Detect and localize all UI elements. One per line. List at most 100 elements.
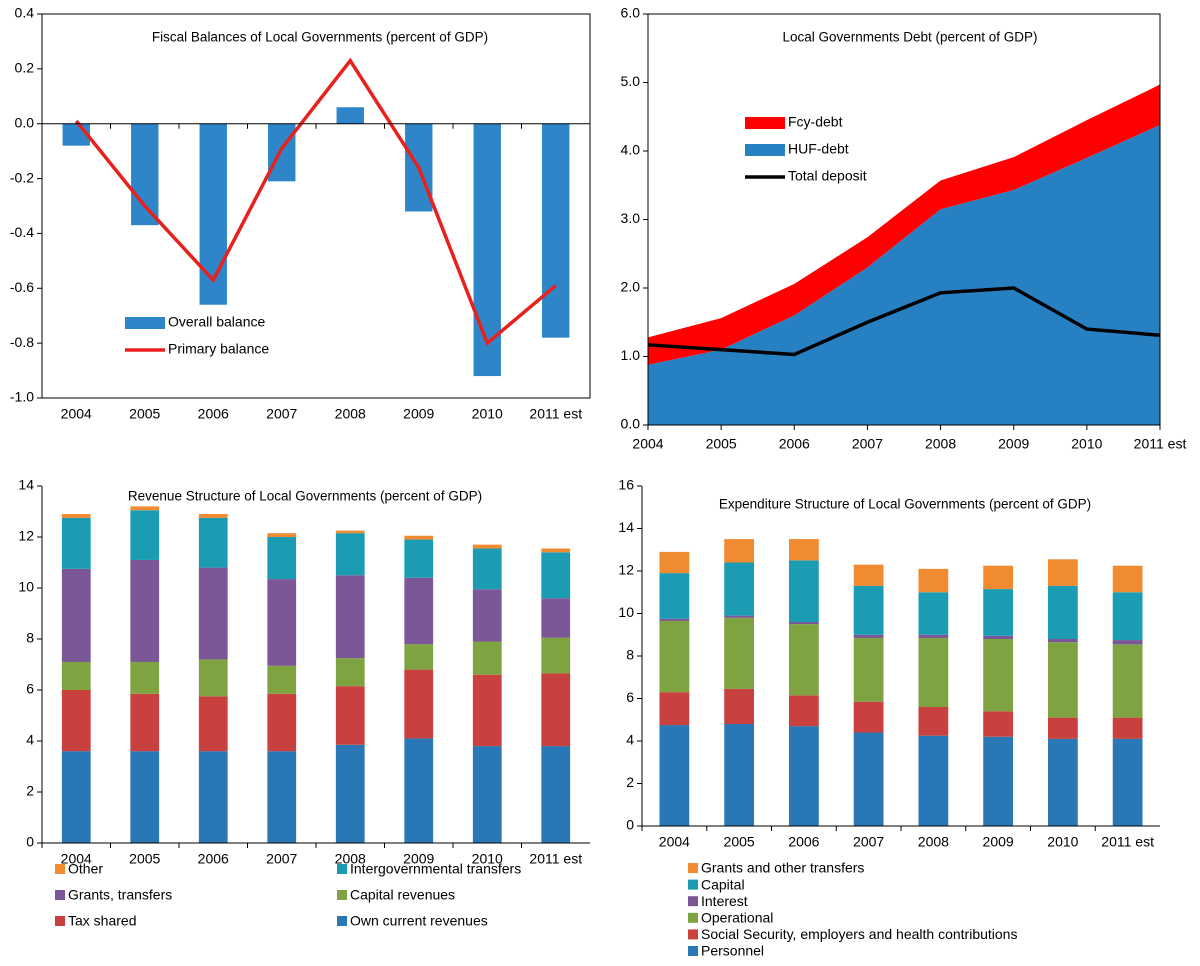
bar-segment [130,751,160,843]
bar-segment [853,585,884,635]
bar-segment [267,533,297,537]
bar-segment [198,659,228,697]
bar-segment [788,726,819,826]
y-tick-label: -1.0 [10,389,34,405]
bar-segment [788,539,819,561]
x-tick-label: 2009 [983,834,1014,850]
bar-segment [267,579,297,666]
y-tick-label: 14 [18,477,34,493]
bar-segment [404,539,434,578]
legend-label: HUF-debt [788,141,849,157]
bar-segment [659,573,690,619]
bar-segment [335,533,365,576]
legend-label: Grants and other transfers [701,860,864,876]
legend-label: Capital [701,876,745,892]
bar-segment [472,746,502,843]
y-tick-label: -0.6 [10,279,34,295]
x-tick-label: 2005 [129,851,160,867]
y-tick-label: -0.8 [10,334,34,350]
bar [199,123,227,305]
bar-segment [853,732,884,826]
plot-frame [41,13,591,399]
legend-swatch [688,896,698,907]
bar-segment [130,506,160,511]
bar-segment [61,514,91,518]
bar-segment [198,751,228,843]
bar-segment [1047,585,1078,639]
bar-segment [983,639,1014,712]
bar-segment [61,568,91,662]
bar-segment [788,560,819,622]
bar-segment [541,598,571,638]
bar-segment [198,517,228,568]
x-tick-label: 2005 [706,436,737,452]
x-tick-label: 2011 est [1134,436,1187,452]
legend-swatch [688,946,698,956]
x-tick-label: 2010 [472,851,503,867]
y-tick-label: 2.0 [621,279,641,295]
bar-segment [541,552,571,599]
y-tick-label: 4.0 [621,142,641,158]
bar-segment [983,635,1014,639]
bar-segment [1047,717,1078,739]
legend-swatch [337,916,347,926]
bar-segment [472,589,502,642]
y-tick-label: 0.4 [15,5,35,21]
bar-segment [788,624,819,696]
bar-segment [659,618,690,621]
bar-segment [541,637,571,674]
bar-segment [724,562,755,616]
bar-segment [541,746,571,843]
y-tick-label: 5.0 [621,73,641,89]
y-tick-label: 2 [626,774,634,790]
legend-label: Operational [701,910,773,926]
bar-segment [267,751,297,843]
y-tick-label: 3.0 [621,210,641,226]
x-tick-label: 2007 [853,834,884,850]
y-tick-label: 4 [26,732,34,748]
bar-segment [1047,738,1078,826]
legend-swatch [337,864,347,874]
bar-segment [472,548,502,590]
y-tick-label: 12 [618,562,634,578]
bar-segment [724,615,755,618]
y-tick-label: 12 [18,528,34,544]
x-tick-label: 2005 [129,406,160,422]
bar-segment [1112,644,1143,718]
legend-label: Capital revenues [350,887,455,903]
bar-segment [918,592,949,635]
bar-segment [61,661,91,690]
legend-label: Other [68,861,103,877]
y-tick-label: 4 [626,732,634,748]
y-tick-label: 0.0 [621,416,641,432]
x-tick-label: 2010 [472,406,503,422]
bar-segment [404,577,434,645]
y-tick-label: -0.2 [10,169,34,185]
legend-swatch [55,890,65,900]
bar-segment [198,514,228,518]
chart-title: Expenditure Structure of Local Governmen… [719,497,1091,512]
bar-segment [404,535,434,540]
x-tick-label: 2010 [1071,436,1102,452]
legend-swatch [337,890,347,900]
line [74,57,557,347]
legend-label: Own current revenues [350,913,488,929]
x-tick-label: 2004 [632,436,663,452]
legend-label: Tax shared [68,913,136,929]
bar-segment [198,567,228,660]
bar-segment [724,617,755,689]
x-tick-label: 2011 est [529,851,582,867]
y-tick-label: 0 [626,817,634,833]
bar-segment [404,644,434,670]
bar-segment [983,565,1014,590]
y-tick-label: 6 [26,681,34,697]
bar-segment [335,575,365,659]
bar-segment [918,735,949,826]
legend-swatch [745,144,785,156]
bar-segment [659,551,690,574]
bar-segment [918,707,949,736]
legend-label: Grants, transfers [68,887,172,903]
bar-segment [541,548,571,553]
x-tick-label: 2006 [779,436,810,452]
